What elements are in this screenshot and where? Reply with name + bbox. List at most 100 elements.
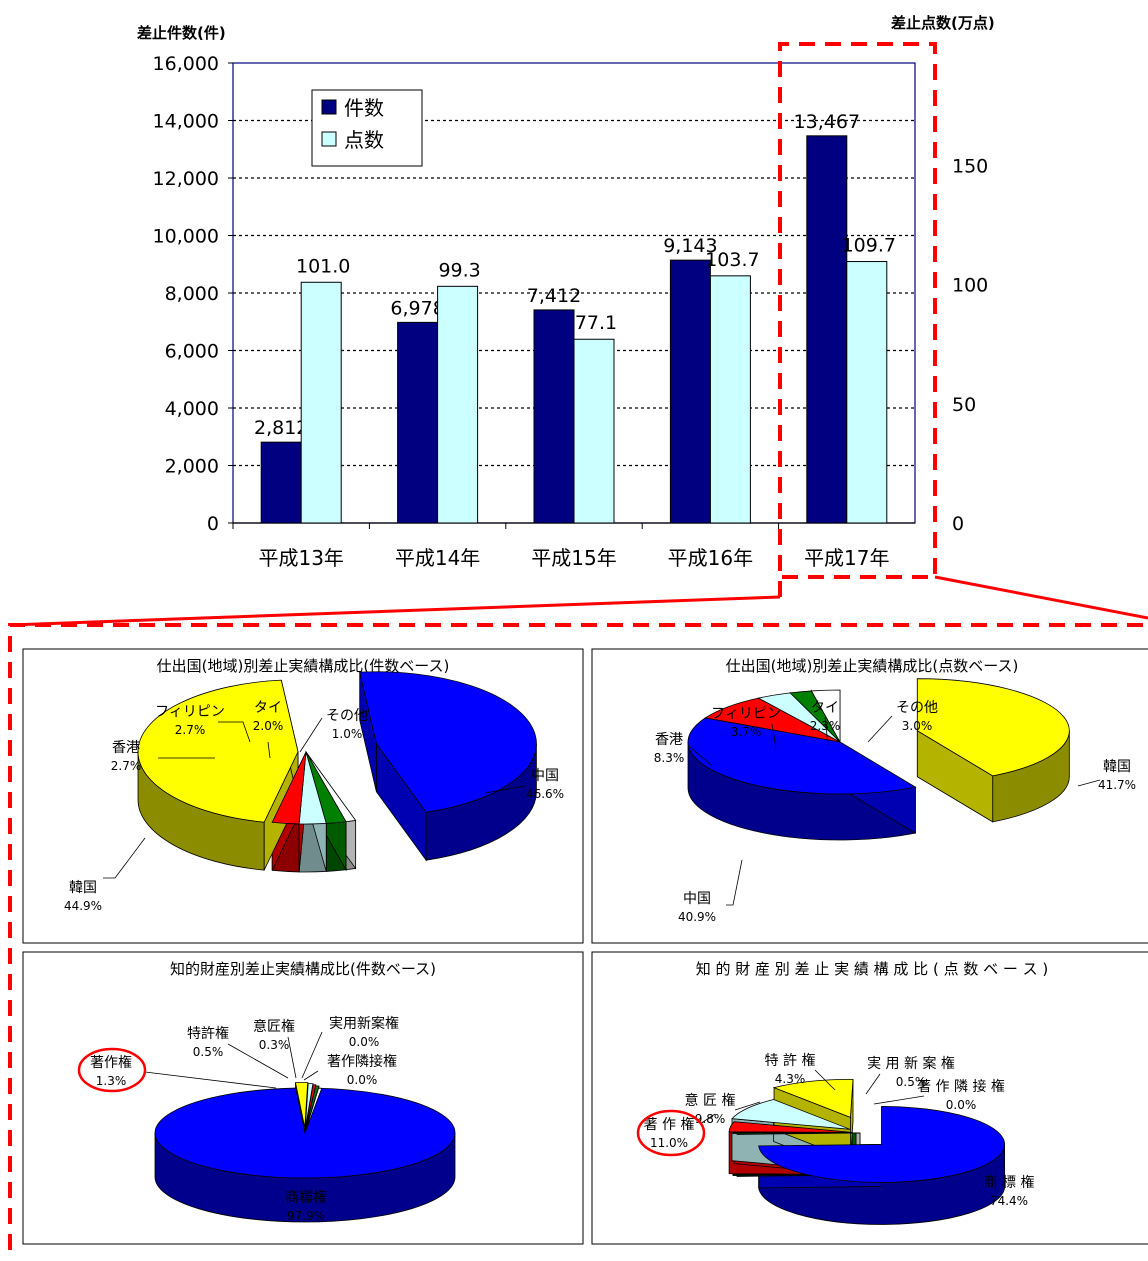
pie-slice-top <box>687 717 917 795</box>
pie-slice-top <box>728 1121 853 1133</box>
bar-kensu <box>533 309 575 524</box>
x-tick-label: 平成17年 <box>804 546 889 570</box>
pie-slice-value: 0.0% <box>946 1098 977 1112</box>
zoom-line-right <box>934 575 1148 620</box>
legend-label: 件数 <box>344 96 384 120</box>
leader-line <box>699 1113 716 1125</box>
pie-slice-label: その他 <box>896 700 938 716</box>
pie-slice-top <box>294 1082 309 1128</box>
y-tick-label: 10,000 <box>153 226 219 248</box>
pie-title: 仕出国(地域)別差止実績構成比(点数ベース) <box>726 657 1019 675</box>
bar-kensu <box>669 259 711 524</box>
pie-slice-top <box>810 689 841 744</box>
pie-title: 知 的 財 産 別 差 止 実 績 構 成 比 ( 点 数 ベ ー ス ) <box>696 960 1049 978</box>
y2-tick-label: 0 <box>952 513 964 535</box>
pie-slice-label: 韓国 <box>1103 759 1131 775</box>
bar-label-tensu: 103.7 <box>705 249 759 271</box>
pie-slice-label: 香港 <box>112 740 140 756</box>
bar-kensu <box>260 441 302 524</box>
pie-slice-label: 実用新案権 <box>329 1015 399 1032</box>
pie-slice-value: 0.0% <box>349 1035 380 1049</box>
pie-slice-top <box>304 1087 323 1134</box>
pie-slice-label: その他 <box>326 708 368 724</box>
pie-slice-value: 0.3% <box>259 1038 290 1052</box>
leader-line <box>865 1073 881 1095</box>
pie-slice-value: 44.9% <box>64 899 102 913</box>
y-tick-label: 2,000 <box>165 456 219 478</box>
bar-tensu <box>300 281 342 524</box>
bar-label-tensu: 101.0 <box>296 255 350 277</box>
pie-4: 商 標 権 74.4% 著 作 権 11.0% 意 匠 権 9.8% 特 許 権 4.3% 実 … <box>644 1052 1034 1225</box>
leader-line <box>484 785 526 794</box>
y2-tick-label: 100 <box>952 275 988 297</box>
pie-slice-label: 特許権 <box>187 1025 229 1042</box>
pie-slice-label: 中国 <box>531 768 559 784</box>
leader-line <box>824 716 829 746</box>
pie-charts-area: 仕出国(地域)別差止実績構成比(件数ベース) 仕出国(地域)別差止実績構成比(点数… <box>22 648 1148 1245</box>
zoom-line-left <box>9 595 781 627</box>
bar-label-tensu: 77.1 <box>575 312 617 334</box>
leader-line <box>301 1031 323 1079</box>
pie-slice-value: 9.8% <box>695 1112 726 1126</box>
pie-1: 中国 46.6% 韓国 44.9% 香港 2.7% フィリピン 2.7% タイ 2.0% その他 1.… <box>64 671 564 913</box>
pie-slice-label: タイ <box>254 700 282 716</box>
pie-slice-value: 8.3% <box>654 751 685 765</box>
pie-2: 韓国 41.7% 中国 40.9% 香港 8.3% フィリピン 3.7% タイ 2.3% その他 3.… <box>654 678 1136 924</box>
pie-slice-top <box>772 1078 854 1118</box>
bar-label-kensu: 7,412 <box>527 285 581 307</box>
pie-slice-top <box>137 679 299 823</box>
pie-slice-label: 実 用 新 案 権 <box>867 1055 955 1072</box>
y-axis-title: 差止件数(件) <box>137 24 226 42</box>
y2-axis-title: 差止点数(万点) <box>891 14 995 32</box>
pie-slice-top <box>271 751 307 825</box>
pie-title: 仕出国(地域)別差止実績構成比(件数ベース) <box>157 657 450 675</box>
pie-slice-value: 11.0% <box>650 1136 688 1150</box>
y-tick-label: 4,000 <box>165 398 219 420</box>
leader-line <box>726 859 743 906</box>
leader-line <box>218 721 251 743</box>
pie-3: 商標権 97.9% 著作権 1.3% 特許権 0.5% 意匠権 0.3% 実用新案権 0.0% 著作… <box>90 1015 456 1223</box>
pie-slice-top <box>731 1099 851 1130</box>
bar-tensu <box>709 275 751 524</box>
circle-chosakuken-points <box>636 1109 706 1157</box>
bar-label-kensu: 13,467 <box>794 111 860 133</box>
circle-chosakuken-count <box>77 1047 147 1093</box>
x-tick-label: 平成14年 <box>395 546 480 570</box>
bar-label-kensu: 2,812 <box>254 417 308 439</box>
pie-slice-value: 97.9% <box>287 1209 325 1223</box>
pie-slice-value: 2.7% <box>175 723 206 737</box>
leader-line <box>303 1070 319 1081</box>
leader-line <box>814 1069 836 1091</box>
pie-slice-value: 0.5% <box>896 1075 927 1089</box>
y-tick-label: 8,000 <box>165 283 219 305</box>
pie-slice-value: 74.4% <box>990 1194 1028 1208</box>
highlight-callouts <box>8 42 1148 1250</box>
bar-tensu <box>437 285 479 524</box>
leader-line <box>227 1043 289 1079</box>
legend-swatch <box>321 131 337 147</box>
leader-line <box>771 723 777 749</box>
bar-label-tensu: 99.3 <box>438 259 480 281</box>
leader-line <box>1077 779 1101 787</box>
pie-slice-label: フィリピン <box>155 704 225 720</box>
pie-slice-label: 商標権 <box>285 1189 327 1206</box>
pie-slice-value: 3.7% <box>731 725 762 739</box>
pie-slice-top <box>758 1106 1005 1183</box>
y-tick-label: 6,000 <box>165 341 219 363</box>
leader-line <box>734 1101 761 1111</box>
pie-slice-value: 2.7% <box>111 759 142 773</box>
pie-slice-value: 1.0% <box>332 727 363 741</box>
pie-slice-label: 意 匠 権 <box>685 1092 736 1109</box>
y-tick-label: 12,000 <box>153 168 219 190</box>
leader-line <box>144 1071 277 1089</box>
legend-swatch <box>321 99 337 115</box>
pie-slice-label: タイ <box>811 700 839 716</box>
pie-slice-label: 著作隣接権 <box>327 1053 397 1070</box>
leader-line <box>873 1095 925 1105</box>
pie-slice-top <box>732 1132 857 1135</box>
leader-line <box>689 746 713 767</box>
pie-slice-label: 韓国 <box>69 880 97 896</box>
pie-slice-label: フィリピン <box>711 706 781 722</box>
